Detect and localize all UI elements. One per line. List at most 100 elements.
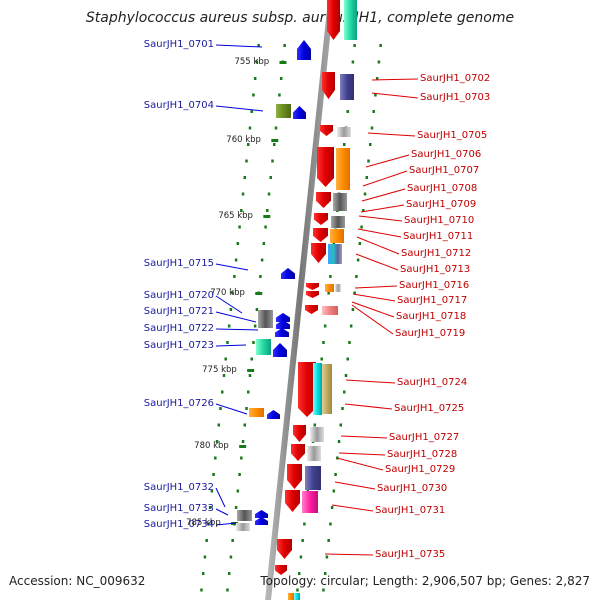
track-left-tick	[252, 341, 255, 344]
gene-label-right[interactable]: SaurJH1_0710	[404, 215, 475, 226]
forward-gene-arrow	[285, 490, 300, 512]
gene-label-right[interactable]: SaurJH1_0709	[406, 199, 477, 210]
gene-label-right[interactable]: SaurJH1_0713	[400, 264, 471, 275]
leader-line	[215, 487, 226, 508]
track-far-right-tick	[341, 407, 344, 410]
gene-label-left[interactable]: SaurJH1_0704	[143, 100, 214, 111]
gene-label-right[interactable]: SaurJH1_0716	[399, 280, 470, 291]
track-left-tick	[243, 423, 247, 427]
gene-label-right[interactable]: SaurJH1_0735	[375, 549, 446, 560]
track-right-tick	[342, 143, 346, 146]
leader-line	[331, 504, 374, 512]
annotation-box	[333, 193, 347, 211]
track-far-right-tick	[322, 588, 325, 592]
gene-label-right[interactable]: SaurJH1_0719	[395, 328, 466, 339]
gene-label-right[interactable]: SaurJH1_0711	[403, 231, 474, 242]
track-far-right-tick	[374, 93, 377, 97]
leader-line	[215, 311, 257, 323]
gene-label-right[interactable]: SaurJH1_0725	[394, 403, 465, 414]
scale-label: 775 kbp	[202, 365, 237, 375]
leader-line	[351, 304, 394, 335]
forward-gene-arrow	[311, 243, 326, 263]
gene-label-right[interactable]: SaurJH1_0706	[411, 149, 482, 160]
track-far-right-tick	[329, 522, 332, 526]
reverse-gene-arrow	[267, 410, 280, 419]
forward-gene-arrow	[275, 565, 287, 575]
gene-label-left[interactable]: SaurJH1_0734	[143, 519, 214, 530]
forward-gene-arrow	[305, 305, 318, 314]
track-far-right-tick	[346, 357, 349, 361]
track-left-tick	[278, 93, 281, 97]
leader-line	[360, 204, 405, 213]
gene-label-left[interactable]: SaurJH1_0721	[143, 306, 214, 317]
track-far-left-tick	[212, 473, 215, 476]
scale-tick	[263, 215, 271, 218]
gene-label-right[interactable]: SaurJH1_0730	[377, 483, 448, 494]
gene-label-right[interactable]: SaurJH1_0718	[396, 311, 467, 322]
gene-label-left[interactable]: SaurJH1_0726	[143, 398, 214, 409]
track-far-right-tick	[377, 60, 381, 64]
track-left-tick	[250, 357, 253, 361]
gene-label-right[interactable]: SaurJH1_0712	[401, 248, 472, 259]
gene-label-left[interactable]: SaurJH1_0723	[143, 340, 214, 351]
map-title: Staphylococcus aureus subsp. aureus JH1,…	[85, 10, 515, 26]
track-far-left-tick	[248, 126, 252, 130]
track-far-right-tick	[334, 473, 337, 476]
gene-label-left[interactable]: SaurJH1_0720	[143, 290, 214, 301]
leader-line	[215, 295, 243, 314]
leader-line	[361, 188, 406, 202]
annotation-box	[276, 104, 291, 118]
track-right-tick	[332, 242, 336, 245]
gene-label-right[interactable]: SaurJH1_0731	[375, 505, 446, 516]
track-far-right-tick	[375, 77, 379, 80]
reverse-gene-arrow	[273, 343, 287, 357]
reverse-gene-arrow	[276, 313, 290, 322]
track-far-left-tick	[240, 209, 243, 212]
track-far-right-tick	[339, 423, 343, 427]
forward-gene-arrow	[327, 0, 340, 40]
track-far-left-tick	[205, 539, 208, 542]
track-far-right-tick	[358, 242, 362, 245]
gene-label-right[interactable]: SaurJH1_0728	[387, 449, 458, 460]
track-far-right-tick	[365, 176, 369, 179]
forward-gene-arrow	[316, 192, 331, 208]
annotation-box	[236, 523, 250, 531]
track-far-right-tick	[332, 489, 336, 493]
gene-label-right[interactable]: SaurJH1_0708	[407, 183, 478, 194]
track-far-left-tick	[238, 225, 241, 229]
gene-label-right[interactable]: SaurJH1_0703	[420, 92, 491, 103]
track-far-right-tick	[323, 572, 327, 575]
leader-line	[215, 344, 247, 347]
track-left-tick	[248, 374, 252, 377]
gene-label-left[interactable]: SaurJH1_0715	[143, 258, 214, 269]
gene-label-right[interactable]: SaurJH1_0717	[397, 295, 468, 306]
leader-line	[357, 228, 402, 238]
reverse-gene-arrow	[276, 320, 290, 329]
track-left-tick	[234, 506, 238, 509]
scale-label: 760 kbp	[226, 135, 261, 145]
gene-label-right[interactable]: SaurJH1_0729	[385, 464, 456, 475]
track-far-right-tick	[325, 555, 329, 559]
track-left-tick	[238, 473, 241, 476]
gene-label-right[interactable]: SaurJH1_0707	[409, 165, 480, 176]
leader-line	[354, 285, 398, 289]
gene-label-left[interactable]: SaurJH1_0732	[143, 482, 214, 493]
track-far-left-tick	[222, 374, 226, 377]
annotation-box	[294, 593, 300, 600]
gene-label-left[interactable]: SaurJH1_0722	[143, 323, 214, 334]
leader-line	[215, 44, 263, 48]
gene-label-right[interactable]: SaurJH1_0724	[397, 377, 468, 388]
gene-label-left[interactable]: SaurJH1_0733	[143, 503, 214, 514]
gene-label-right[interactable]: SaurJH1_0727	[389, 432, 460, 443]
annotation-box	[335, 284, 341, 292]
leader-line	[344, 403, 393, 410]
track-far-right-tick	[367, 159, 370, 163]
gene-label-left[interactable]: SaurJH1_0701	[143, 39, 214, 50]
track-right-tick	[297, 572, 301, 575]
track-far-left-tick	[200, 588, 203, 592]
scale-label: 755 kbp	[234, 57, 270, 67]
track-far-left-tick	[234, 258, 238, 262]
gene-label-right[interactable]: SaurJH1_0702	[420, 73, 491, 84]
gene-label-right[interactable]: SaurJH1_0705	[417, 130, 488, 141]
annotation-box	[322, 364, 332, 414]
